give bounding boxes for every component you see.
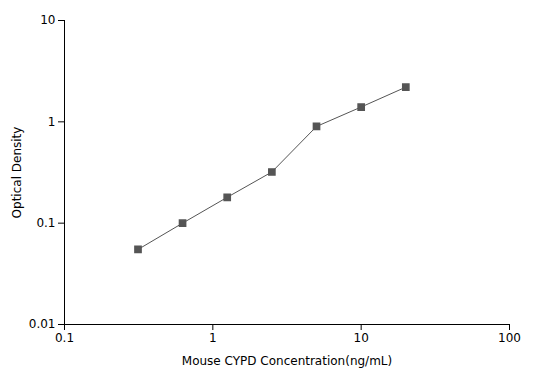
svg-text:1: 1 [48,115,56,129]
svg-text:10: 10 [40,13,55,27]
svg-text:Optical Density: Optical Density [10,127,24,219]
svg-text:10: 10 [354,331,369,345]
svg-text:0.1: 0.1 [55,331,74,345]
svg-text:0.1: 0.1 [36,216,55,230]
svg-text:0.01: 0.01 [29,317,56,331]
svg-text:100: 100 [498,331,521,345]
svg-text:Mouse CYPD Concentration(ng/mL: Mouse CYPD Concentration(ng/mL) [182,354,392,368]
svg-text:1: 1 [209,331,217,345]
